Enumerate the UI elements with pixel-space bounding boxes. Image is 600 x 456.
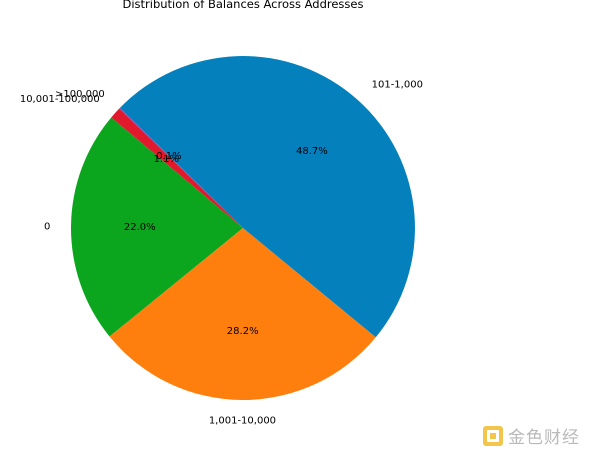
slice-label: 101-1,000 <box>372 80 423 91</box>
chart-title: Distribution of Balances Across Addresse… <box>122 0 363 11</box>
slice-percent: 28.2% <box>227 326 259 337</box>
slice-percent: 1.1% <box>154 154 179 165</box>
slice-percent: 0.1% <box>156 151 181 162</box>
slice-percent: 48.7% <box>296 146 328 157</box>
slice-label: 0 <box>44 222 50 233</box>
watermark-text: 金色财经 <box>508 428 580 448</box>
slice-label: 1,001-10,000 <box>209 416 276 427</box>
pie-slice <box>109 228 376 400</box>
pie-slice <box>71 117 243 337</box>
slice-label: >100,000 <box>55 89 105 100</box>
pie-slice <box>111 108 244 228</box>
pie-slice <box>119 56 415 338</box>
slice-percent: 22.0% <box>124 222 156 233</box>
jinse-logo-icon <box>483 425 503 446</box>
slice-label: 10,001-100,000 <box>20 94 100 105</box>
pie-slice <box>119 107 243 228</box>
watermark: 金色财经 <box>482 423 580 448</box>
